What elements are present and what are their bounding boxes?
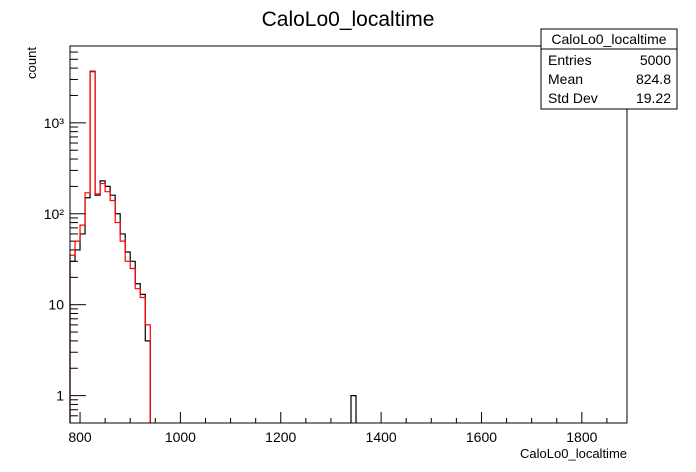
histogram-bin [70,255,75,423]
histogram-bin [145,341,150,423]
stats-mean-label: Mean [548,71,583,87]
histogram-bin [135,289,140,423]
y-tick-label: 10² [44,206,65,222]
histogram-bin [80,225,85,423]
histogram-bin [120,241,125,423]
histogram-bin [105,186,110,423]
histogram-bin [115,223,120,423]
x-tick-label: 800 [68,429,92,445]
histogram-bin [130,261,135,423]
histogram-bin [120,234,125,423]
stats-entries-value: 5000 [640,52,671,68]
chart-title: CaloLo0_localtime [262,8,435,31]
histogram-bin [105,192,110,423]
histogram-bin [130,269,135,423]
x-tick-label: 1600 [466,429,497,445]
stats-box: CaloLo0_localtime Entries 5000 Mean 824.… [540,28,678,110]
histogram-line [69,70,357,423]
histogram-bin [110,195,115,423]
histogram-bin [140,294,145,423]
plot-frame [69,45,628,424]
histogram-bin [135,284,140,423]
histogram-bin [115,214,120,423]
histogram-bin [95,195,100,423]
y-tick-label: 10 [48,297,64,313]
histogram-bin [100,181,105,423]
histogram-series [69,70,357,423]
stats-stddev-value: 19.22 [636,90,671,106]
histogram-bin [125,261,130,423]
histogram-bin [140,297,145,423]
y-axis-label: count [24,47,39,79]
histogram-bin [95,194,100,423]
histogram-bin [85,198,90,423]
histogram-outline [69,70,357,423]
stats-stddev-label: Std Dev [548,90,598,106]
histogram-bin [125,252,130,423]
stats-box-frame [540,28,678,110]
histogram-outline [69,71,151,423]
x-tick-label: 1200 [265,429,296,445]
histogram-bin [351,396,356,423]
histogram-bin [85,193,90,423]
stats-mean-value: 824.8 [636,71,671,87]
tick-labels: 800 1000 1200 1400 1600 1800 1 10 10² 10³ [44,115,598,445]
histogram-bin [70,261,75,423]
stats-title: CaloLo0_localtime [551,31,666,47]
y-tick-label: 10³ [44,115,65,131]
histogram-bin [90,72,95,423]
histogram-bin [110,200,115,423]
x-tick-label: 1000 [165,429,196,445]
histogram-bin [75,250,80,423]
x-axis-label: CaloLo0_localtime [520,446,627,461]
histogram-bin [100,184,105,423]
y-tick-label: 1 [56,388,64,404]
histogram-bin [80,234,85,423]
x-tick-label: 1800 [566,429,597,445]
x-tick-label: 1400 [366,429,397,445]
histogram-line [69,71,151,423]
stats-entries-label: Entries [548,52,592,68]
histogram-bin [90,71,95,423]
histogram-bin [145,325,150,423]
